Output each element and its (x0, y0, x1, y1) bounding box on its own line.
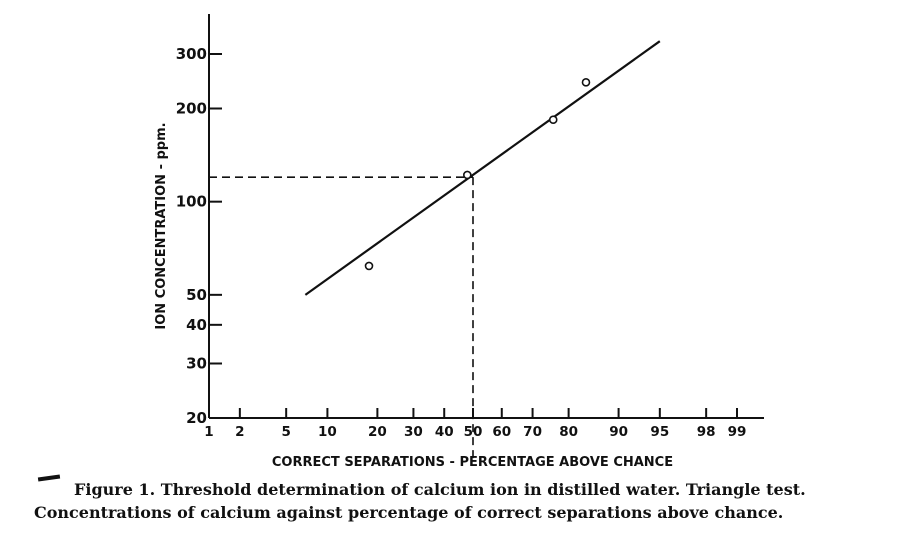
data-point (463, 170, 472, 180)
x-tick-label: 40 (435, 424, 454, 440)
x-tick-label: 1 (204, 424, 213, 440)
fit-line-group (304, 40, 661, 296)
x-tick-label: 90 (609, 424, 628, 440)
data-points (364, 78, 591, 271)
chart-axes (208, 14, 764, 419)
y-tick-label: 20 (186, 409, 207, 427)
threshold-guides (209, 176, 474, 462)
figure-caption: Figure 1. Threshold determination of cal… (34, 478, 894, 524)
y-tick-label: 50 (186, 286, 207, 304)
chart-labels: 20 30 40 50 100 200 300 1 2 5 10 20 30 40 50 60 70 80 90 95… (154, 45, 746, 470)
caption-line-2: Concentrations of calcium against percen… (34, 503, 784, 522)
y-tick-label: 200 (176, 100, 207, 118)
x-tick-label: 80 (559, 424, 578, 440)
x-tick-label: 95 (650, 424, 669, 440)
data-point (548, 115, 558, 125)
x-tick-label: 2 (235, 424, 244, 440)
y-tick-label: 30 (186, 354, 207, 372)
y-tick-label: 40 (186, 316, 207, 334)
caption-line-1: Figure 1. Threshold determination of cal… (74, 480, 806, 499)
x-tick-label: 30 (404, 424, 423, 440)
x-tick-label: 5 (281, 424, 290, 440)
x-tick-label: 99 (728, 424, 747, 440)
y-axis-title: ION CONCENTRATION - ppm. (154, 122, 169, 329)
fit-line (304, 40, 661, 296)
data-point (364, 261, 374, 271)
x-tick-label: 60 (492, 424, 511, 440)
x-tick-label: 98 (697, 424, 716, 440)
y-tick-label: 300 (176, 45, 207, 63)
x-tick-label: 50 (464, 424, 483, 440)
y-tick-label: 100 (176, 193, 207, 211)
x-tick-label: 70 (523, 424, 542, 440)
x-tick-label: 10 (318, 424, 337, 440)
chart: 20 30 40 50 100 200 300 1 2 5 10 20 30 40 50 60 70 80 90 95… (154, 14, 764, 470)
data-point (581, 78, 591, 87)
x-tick-label: 20 (368, 424, 387, 440)
x-axis-title: CORRECT SEPARATIONS - PERCENTAGE ABOVE C… (272, 455, 673, 470)
